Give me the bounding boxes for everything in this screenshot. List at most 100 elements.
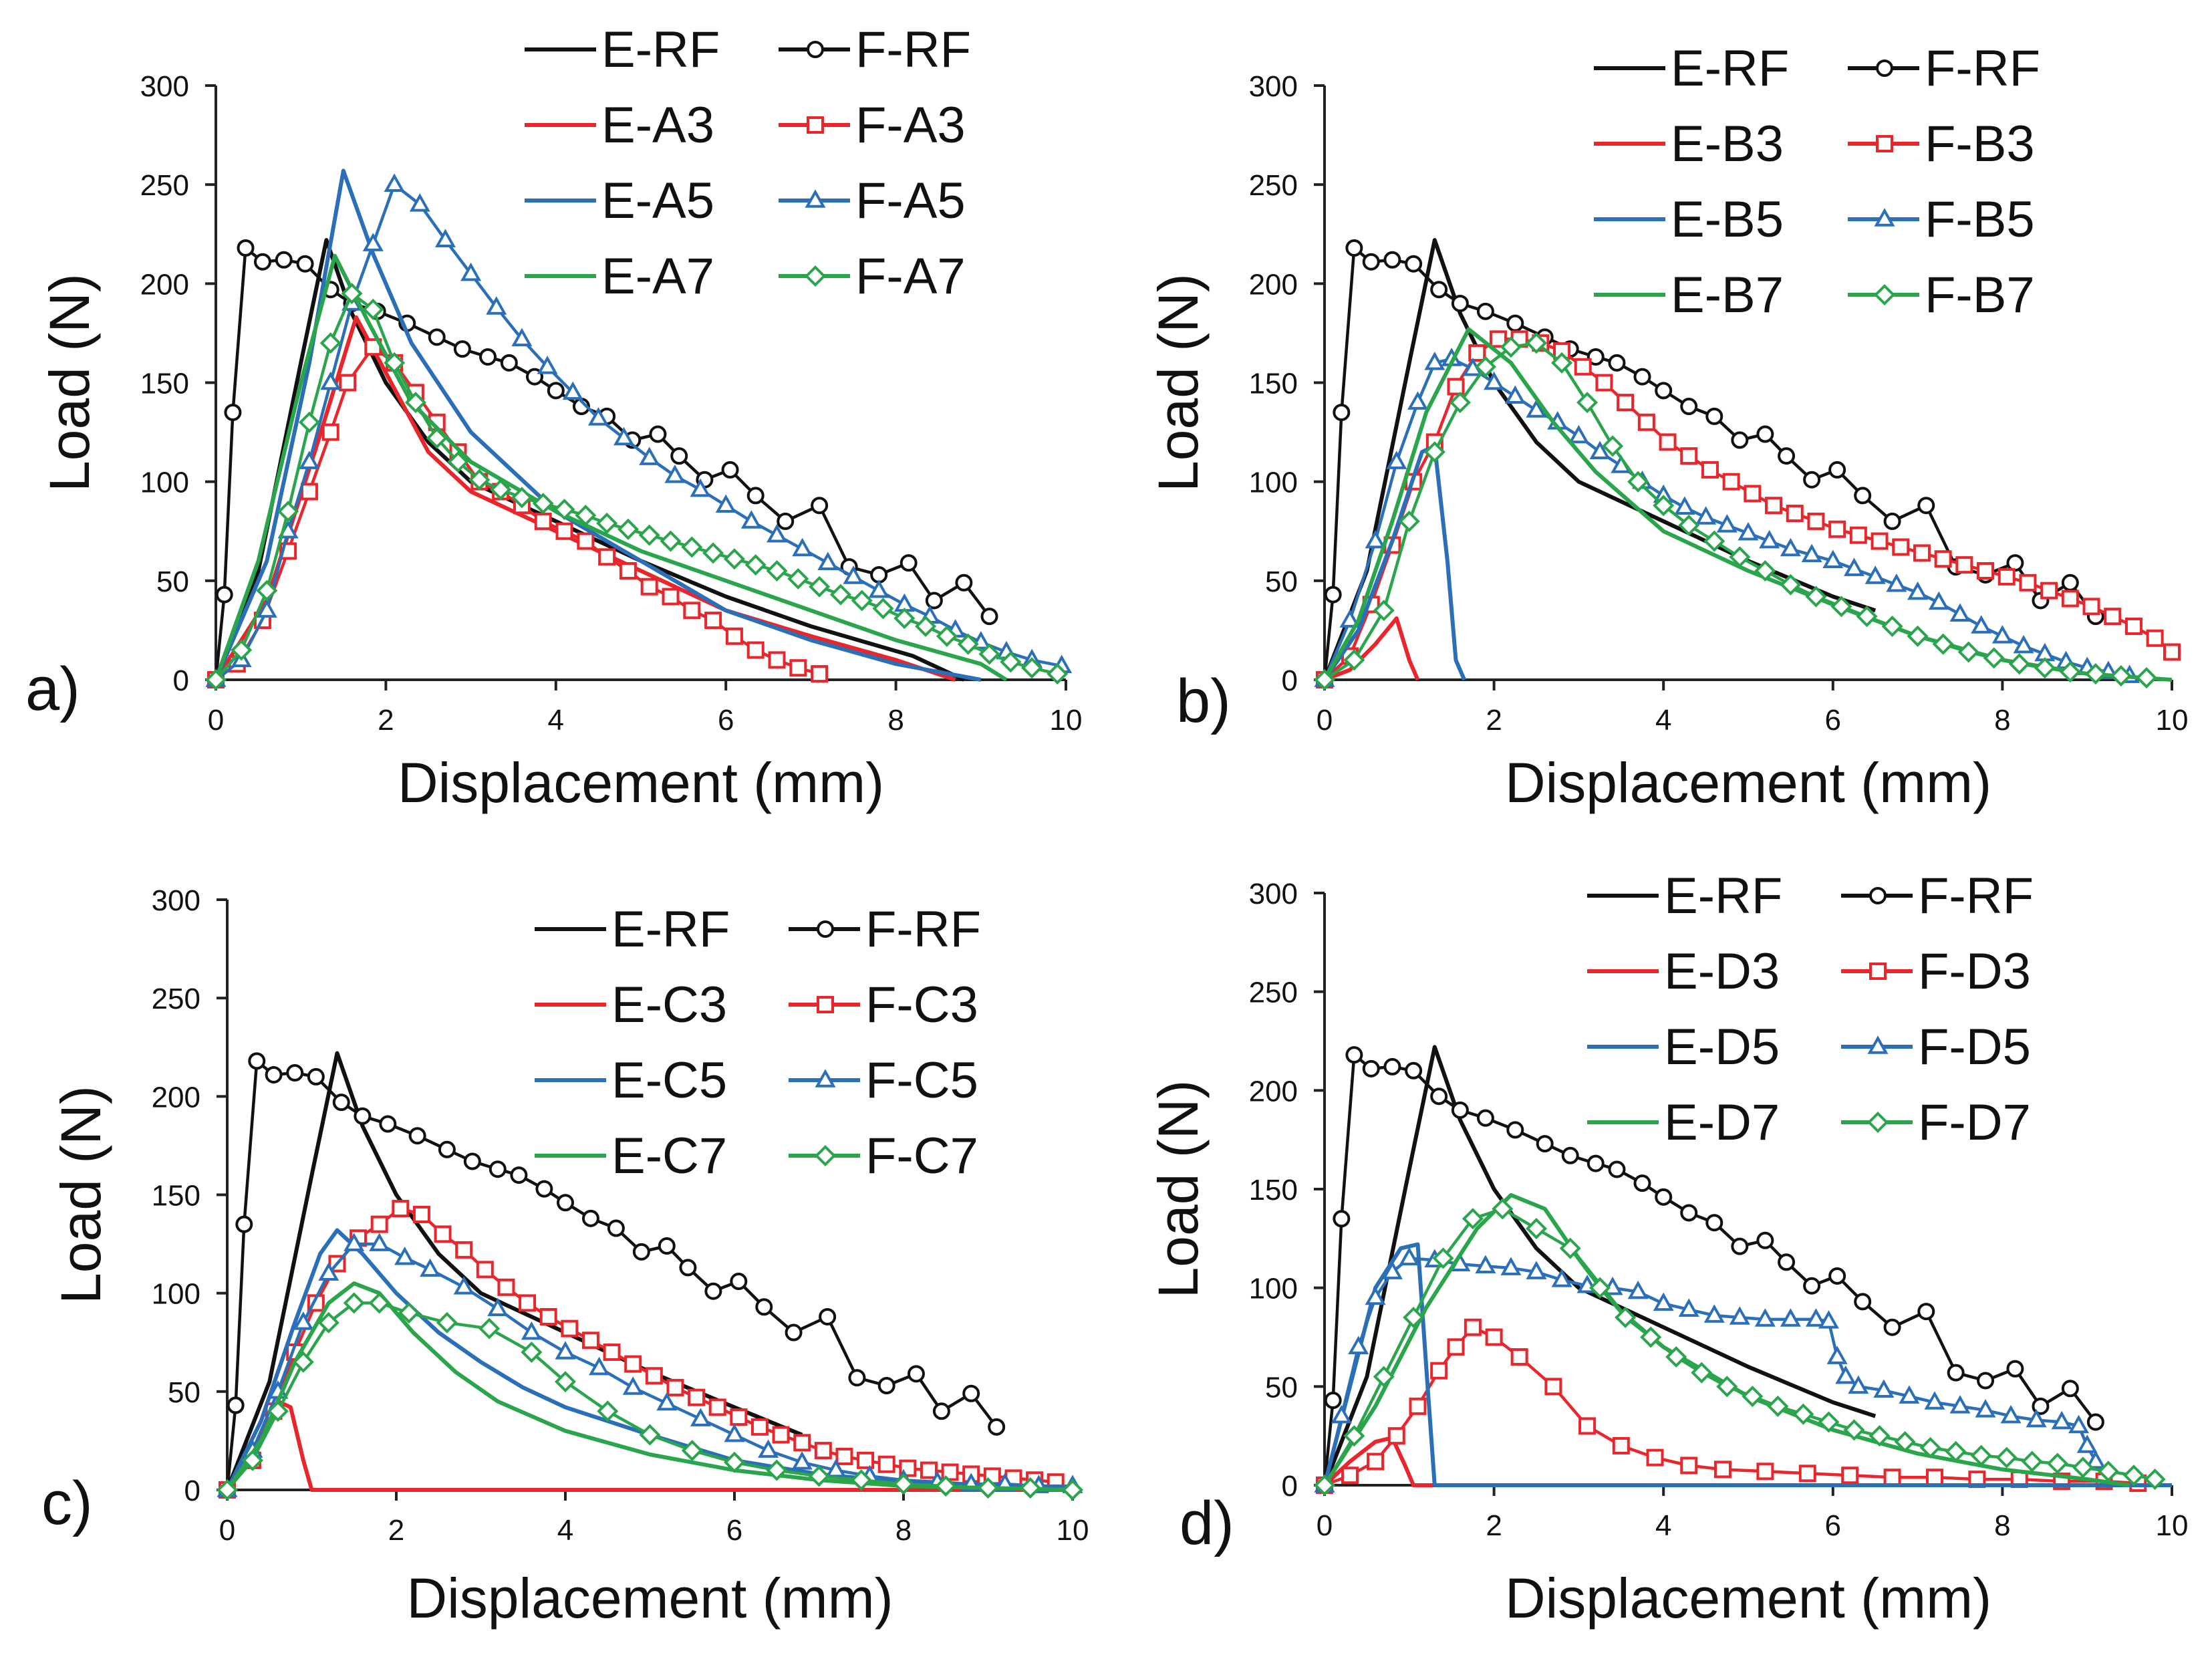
data-point-f-a5 — [766, 523, 788, 543]
data-point-f-a7 — [787, 567, 809, 590]
panel-label: d) — [1180, 1489, 1234, 1557]
x-tick-label: 6 — [718, 704, 734, 737]
legend-label: E-B3 — [1671, 116, 1784, 172]
data-point-f-rf — [379, 1115, 397, 1133]
legend-label: E-C3 — [611, 977, 727, 1033]
data-point-f-rf — [1803, 471, 1821, 489]
data-point-f-b3 — [2146, 629, 2164, 647]
data-point-f-rf — [1917, 497, 1935, 515]
data-point-f-b3 — [1765, 497, 1783, 515]
data-point-f-b5 — [1424, 352, 1445, 370]
data-point-f-c3 — [519, 1294, 537, 1312]
data-point-f-d3 — [1447, 1338, 1465, 1356]
legend-marker — [1867, 1035, 1889, 1054]
data-point-f-d7 — [1589, 1277, 1611, 1299]
data-point-f-c7 — [521, 1341, 543, 1363]
data-point-f-rf — [1383, 251, 1401, 269]
data-point-f-c7 — [766, 1459, 788, 1481]
data-point-f-a5 — [362, 233, 384, 251]
data-point-f-rf — [2086, 1413, 2104, 1431]
y-tick-label: 100 — [1249, 467, 1298, 499]
data-point-f-a7 — [851, 590, 873, 612]
legend: E-RF E-C3 E-C5 E-C7 F-RF F-C3 F-C5 F-C7 — [535, 901, 981, 1184]
data-point-f-d5 — [1899, 1385, 1920, 1404]
x-tick-label: 0 — [219, 1514, 235, 1547]
data-point-f-rf — [848, 1369, 866, 1387]
data-point-f-a5 — [690, 478, 711, 497]
data-point-f-a7 — [1047, 663, 1069, 685]
data-point-f-b7 — [1932, 633, 1954, 655]
data-point-f-c5 — [369, 1233, 390, 1251]
data-point-f-b3 — [1913, 544, 1931, 562]
legend-marker — [1869, 887, 1887, 904]
data-point-f-a5 — [384, 173, 405, 192]
data-point-f-d7 — [1919, 1436, 1941, 1458]
x-tick-label: 10 — [2156, 704, 2189, 737]
series-f-b3 — [1316, 330, 2181, 688]
data-point-f-c7 — [977, 1477, 999, 1499]
data-point-f-rf — [428, 328, 446, 346]
data-point-f-d3 — [1680, 1456, 1698, 1475]
data-point-f-c5 — [724, 1423, 745, 1442]
data-point-f-c3 — [412, 1205, 430, 1223]
data-point-f-b5 — [1484, 371, 1505, 390]
series-line-e-a3 — [214, 315, 956, 682]
data-point-f-c3 — [814, 1442, 832, 1460]
data-point-f-rf — [235, 1215, 253, 1233]
data-point-f-b7 — [1703, 530, 1725, 552]
data-point-f-b5 — [1526, 399, 1547, 418]
data-point-f-rf — [1430, 1088, 1448, 1106]
data-point-f-a5 — [792, 537, 813, 557]
data-point-f-b7 — [2034, 657, 2056, 679]
data-point-f-rf — [755, 1298, 773, 1316]
data-point-f-rf — [1854, 1293, 1872, 1311]
data-point-f-c3 — [603, 1343, 621, 1361]
data-point-f-a3 — [555, 522, 573, 540]
data-point-f-a7 — [426, 427, 448, 449]
data-point-f-d7 — [2072, 1456, 2094, 1479]
data-point-f-rf — [1705, 407, 1723, 425]
data-point-f-c5 — [293, 1311, 314, 1330]
data-point-f-d3 — [1430, 1362, 1448, 1380]
data-point-f-d7 — [1432, 1247, 1454, 1269]
data-point-f-rf — [1655, 382, 1673, 400]
data-point-f-a7 — [596, 512, 618, 534]
legend-label: F-A3 — [855, 97, 966, 154]
data-point-f-rf — [510, 1166, 528, 1184]
data-point-f-rf — [1977, 1372, 1995, 1390]
data-point-f-d7 — [1970, 1444, 1992, 1467]
data-point-f-rf — [227, 1396, 245, 1414]
legend-marker — [1874, 208, 1895, 227]
y-axis-title: Load (N) — [49, 1086, 112, 1304]
data-point-f-b7 — [1830, 596, 1852, 618]
y-tick-label: 300 — [152, 884, 200, 917]
data-point-f-d7 — [1343, 1425, 1365, 1447]
data-point-f-c5 — [690, 1408, 711, 1426]
data-point-f-rf — [1633, 368, 1651, 386]
data-point-f-rf — [286, 1064, 304, 1082]
data-point-f-b7 — [1449, 392, 1471, 414]
legend-label: E-C5 — [611, 1052, 727, 1109]
series-line-f-a7 — [215, 291, 1058, 681]
data-point-f-b7 — [1398, 510, 1420, 532]
legend-label: E-RF — [1671, 40, 1789, 97]
data-point-f-a7 — [957, 633, 979, 655]
data-point-f-b7 — [2008, 653, 2030, 675]
data-point-f-rf — [1756, 425, 1774, 443]
legend-label: E-A5 — [601, 172, 714, 229]
data-point-f-d7 — [1869, 1425, 1891, 1447]
data-point-f-a7 — [638, 524, 660, 546]
legend-label: F-B3 — [1925, 116, 2035, 172]
data-point-f-b7 — [1500, 336, 1522, 358]
data-point-f-rf — [932, 1402, 950, 1420]
data-point-f-rf — [453, 340, 471, 358]
series-e-c5 — [225, 1228, 1073, 1492]
data-point-f-rf — [1383, 1057, 1401, 1075]
legend-marker — [1873, 283, 1896, 306]
x-tick-label: 8 — [887, 704, 904, 737]
data-point-f-rf — [438, 1140, 456, 1158]
x-tick-label: 4 — [1655, 1509, 1671, 1542]
data-point-f-b5 — [1568, 424, 1589, 444]
data-point-f-a3 — [321, 423, 339, 441]
data-point-f-b5 — [1949, 603, 1971, 622]
